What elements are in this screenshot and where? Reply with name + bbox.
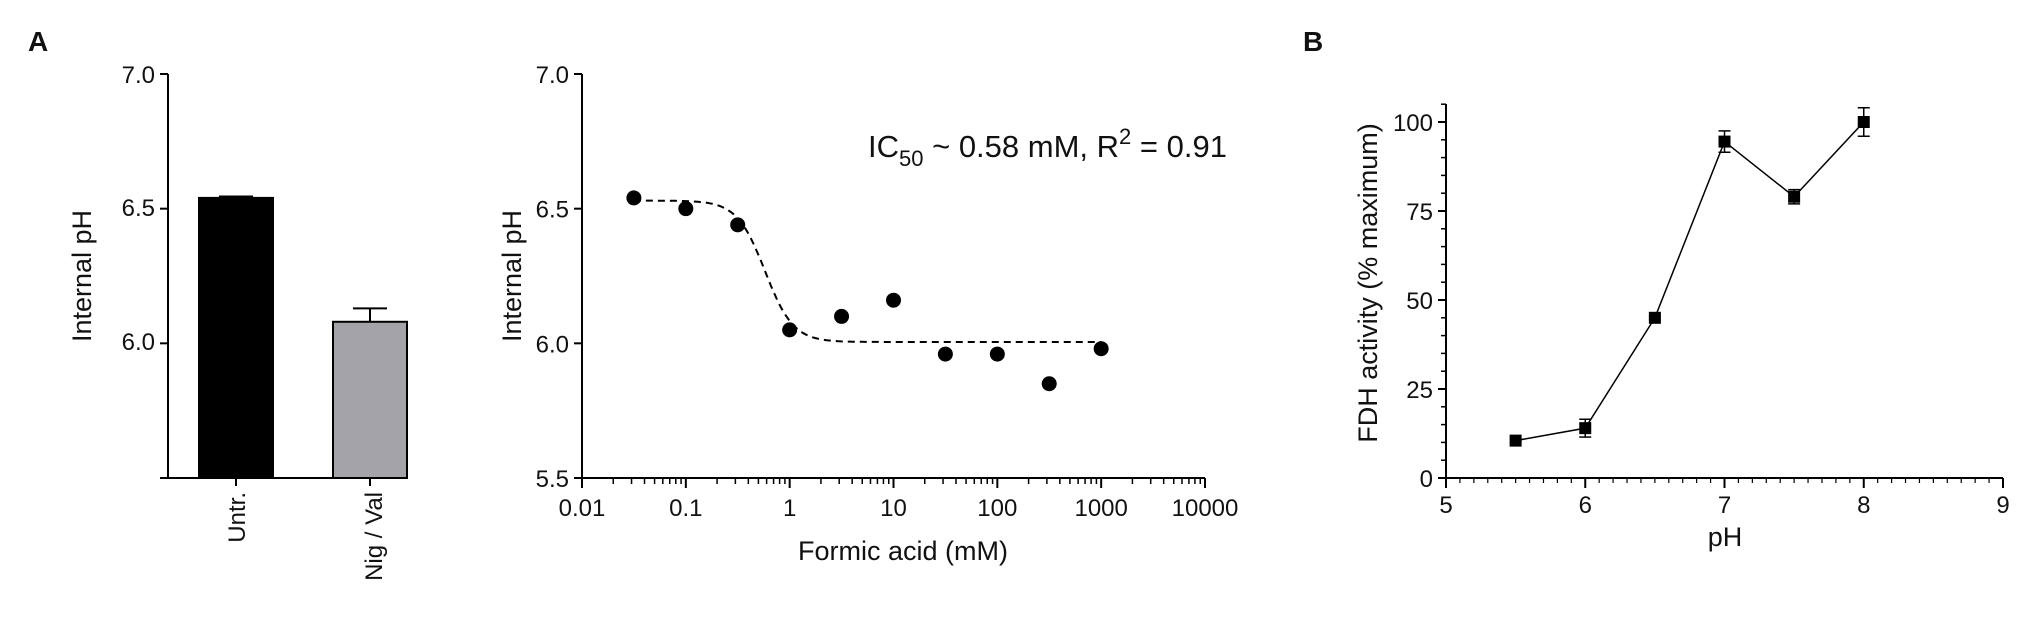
scatter-xtick-label: 10 [880,495,907,522]
panel-label-b: B [1303,26,1323,57]
line-xtick-label: 7 [1718,492,1731,519]
line-xtick-label: 9 [1996,492,2009,519]
data-point [730,217,746,233]
line-xtick-label: 5 [1439,492,1452,519]
line-chart-ylabel: FDH activity (% maximum) [1353,123,1383,443]
scatter-ytick-label: 6.5 [536,197,569,224]
scatter-ytick-label: 7.0 [536,62,569,89]
scatter-ytick-label: 6.0 [536,331,569,358]
data-point [1579,422,1592,435]
scatter-xtick-label: 1000 [1074,495,1127,522]
data-point [937,346,953,362]
line-xtick-label: 6 [1579,492,1592,519]
fit-curve [633,199,1102,343]
line-ytick-label: 25 [1406,377,1433,404]
bar-chart-ylabel: Internal pH [67,210,97,342]
data-point [1041,376,1057,392]
data-point [1718,135,1731,148]
scatter-xtick-label: 0.01 [559,495,606,522]
scatter-xtick-label: 1 [783,495,796,522]
line-chart-axes [1445,104,2003,479]
data-point [834,308,850,324]
bar-ytick-7.0: 7.0 [122,62,155,89]
dose-response-chart: Internal pH Formic acid (mM) IC50 ~ 0.58… [497,62,1238,566]
panel-label-a: A [28,26,48,57]
scatter-chart-xlabel: Formic acid (mM) [798,536,1008,566]
bar-xtick-nig-val: Nig / Val [361,492,388,581]
line-ytick-label: 100 [1393,110,1433,137]
data-point [1857,116,1870,128]
line-ytick-label: 75 [1406,199,1433,226]
scatter-xtick-label: 100 [977,495,1017,522]
bar-ytick-6.0: 6.0 [122,329,155,356]
scatter-xtick-label: 10000 [1172,495,1239,522]
series-line [1515,121,1865,442]
bar-xtick-untr: Untr. [224,492,251,543]
data-point [1788,190,1801,203]
data-point [1648,311,1661,324]
data-point [626,190,642,206]
data-point [1509,434,1522,447]
scatter-xtick-label: 0.1 [669,495,702,522]
line-ytick-label: 0 [1420,466,1433,493]
fdh-activity-chart: FDH activity (% maximum) pH 0 25 50 75 100 5 6… [1353,103,2010,552]
data-point [678,201,694,217]
line-chart-xlabel: pH [1708,522,1743,552]
data-point [886,292,901,308]
bar [332,320,408,479]
bar [198,196,274,479]
data-point [1093,341,1109,357]
data-point [782,322,798,338]
bar-ytick-6.5: 6.5 [122,195,155,222]
scatter-chart-ylabel: Internal pH [497,210,527,342]
line-ytick-label: 50 [1406,288,1433,315]
line-xtick-label: 8 [1857,492,1870,519]
ic50-annotation: IC50 ~ 0.58 mM, R2 = 0.91 [868,124,1227,171]
scatter-ytick-label: 5.5 [536,466,569,493]
data-point [989,346,1005,362]
bar-chart: Internal pH 7.0 6.5 6.0 Untr. Nig / Val [67,62,408,581]
